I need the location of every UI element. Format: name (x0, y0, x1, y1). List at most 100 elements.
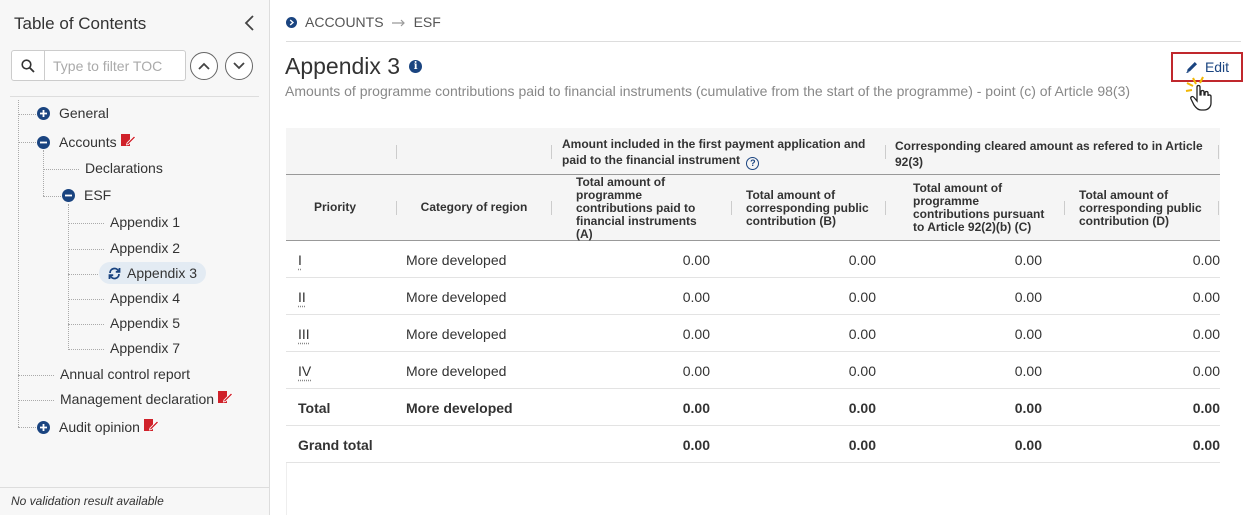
page-subtitle: Amounts of programme contributions paid … (285, 83, 1131, 99)
toc-item-label: ESF (84, 187, 112, 203)
amount-d-cell: 0.00 (1192, 437, 1220, 453)
toc-item-declarations[interactable]: Declarations (85, 160, 163, 176)
table-edge (286, 463, 287, 515)
toc-item-audit-opinion[interactable]: Audit opinion (37, 418, 160, 436)
divider (10, 96, 259, 97)
toc-item-appendix-4[interactable]: Appendix 4 (110, 290, 180, 306)
chevron-down-icon (233, 62, 245, 70)
validation-status: No validation result available (0, 487, 270, 514)
priority-link[interactable]: IV (298, 363, 312, 379)
toc-item-label: Appendix 3 (127, 265, 198, 281)
help-icon[interactable]: ? (746, 156, 760, 170)
amount-a-cell: 0.00 (682, 437, 710, 453)
toc-item-annual-control-report[interactable]: Annual control report (60, 366, 190, 382)
plus-icon[interactable] (37, 106, 50, 120)
amount-c-cell: 0.00 (1014, 252, 1042, 268)
toc-item-label: Appendix 4 (110, 290, 181, 306)
amount-b-cell: 0.00 (848, 326, 876, 342)
amount-c-cell: 0.00 (1014, 289, 1042, 305)
sync-icon (108, 267, 121, 280)
toc-filter-input[interactable] (45, 51, 185, 80)
toc-item-appendix-2[interactable]: Appendix 2 (110, 240, 180, 256)
plus-icon[interactable] (37, 420, 50, 434)
toc-item-appendix-7[interactable]: Appendix 7 (110, 340, 180, 356)
category-cell: More developed (406, 363, 507, 379)
amount-c-cell: 0.00 (1014, 437, 1042, 453)
amount-a-cell: 0.00 (682, 326, 710, 342)
page-title: Appendix 3 i (285, 53, 423, 80)
amount-d-cell: 0.00 (1192, 400, 1220, 416)
toc-item-appendix-1[interactable]: Appendix 1 (110, 214, 180, 230)
toc-item-esf[interactable]: ESF (62, 187, 111, 203)
info-icon[interactable]: i (409, 60, 423, 73)
toc-item-label: Management declaration (60, 391, 215, 407)
toc-item-appendix-3[interactable]: Appendix 3 (99, 262, 207, 284)
col-header-c: Total amount of programme contributions … (913, 181, 1045, 234)
col-header-a: Total amount of programme contributions … (576, 175, 697, 241)
edit-button-label: Edit (1204, 59, 1230, 75)
toc-item-label: Accounts (59, 134, 117, 150)
amount-c-cell: 0.00 (1014, 363, 1042, 379)
toc-item-label: General (59, 105, 109, 121)
amount-d-cell: 0.00 (1192, 363, 1220, 379)
col-header-d: Total amount of corresponding public con… (1079, 188, 1202, 228)
table-row-total: Total More developed 0.00 0.00 0.00 0.00 (286, 389, 1220, 426)
table-row: IV More developed 0.00 0.00 0.00 0.00 (286, 352, 1220, 389)
toc-item-label: Annual control report (60, 366, 190, 382)
table-row: III More developed 0.00 0.00 0.00 0.00 (286, 315, 1220, 352)
amount-a-cell: 0.00 (682, 252, 710, 268)
collapse-sidebar-button[interactable] (240, 12, 260, 34)
breadcrumb-item-accounts[interactable]: ACCOUNTS (305, 14, 384, 30)
category-cell: More developed (406, 326, 507, 342)
minus-icon[interactable] (62, 188, 75, 202)
expand-down-button[interactable] (225, 52, 253, 80)
amount-b-cell: 0.00 (848, 289, 876, 305)
col-header-b: Total amount of corresponding public con… (746, 188, 869, 228)
priority-cell: Grand total (298, 437, 373, 453)
chevron-up-icon (198, 62, 210, 70)
priority-link[interactable]: II (298, 289, 306, 305)
priority-link[interactable]: III (298, 326, 310, 342)
toc-item-accounts[interactable]: Accounts (37, 133, 136, 151)
page-title-text: Appendix 3 (285, 53, 401, 79)
toc-item-management-declaration[interactable]: Management declaration (60, 390, 234, 408)
column-header-row: Priority Category of region Total amount… (286, 175, 1220, 241)
category-cell: More developed (406, 252, 507, 268)
table-row: I More developed 0.00 0.00 0.00 0.00 (286, 241, 1220, 278)
search-icon (12, 51, 45, 80)
breadcrumb-item-esf: ESF (413, 14, 441, 30)
amount-a-cell: 0.00 (682, 363, 710, 379)
edit-signature-icon (217, 390, 234, 408)
toc-item-label: Appendix 2 (110, 240, 181, 256)
table-row: II More developed 0.00 0.00 0.00 0.00 (286, 278, 1220, 315)
toc-title: Table of Contents (14, 14, 147, 33)
edit-button[interactable]: Edit (1171, 52, 1243, 82)
amount-c-cell: 0.00 (1014, 400, 1042, 416)
amount-c-cell: 0.00 (1014, 326, 1042, 342)
amount-b-cell: 0.00 (848, 437, 876, 453)
toc-item-label: Audit opinion (59, 419, 140, 435)
toc-sidebar: Table of Contents General (0, 0, 270, 515)
edit-signature-icon (143, 418, 160, 436)
amount-d-cell: 0.00 (1192, 252, 1220, 268)
amount-b-cell: 0.00 (848, 400, 876, 416)
toc-item-general[interactable]: General (37, 105, 109, 121)
chevron-right-circle-icon (286, 16, 297, 28)
toc-item-label: Appendix 1 (110, 214, 181, 230)
minus-icon[interactable] (37, 135, 50, 149)
priority-link[interactable]: I (298, 252, 302, 268)
priority-cell: Total (298, 400, 331, 416)
amount-b-cell: 0.00 (848, 363, 876, 379)
amount-a-cell: 0.00 (682, 289, 710, 305)
col-header-category: Category of region (420, 200, 528, 214)
chevron-left-icon (244, 15, 254, 31)
category-cell: More developed (406, 400, 513, 416)
toc-item-label: Declarations (85, 160, 163, 176)
expand-up-button[interactable] (190, 52, 218, 80)
divider (286, 41, 1241, 42)
hand-cursor-icon (1184, 74, 1218, 117)
toc-item-appendix-5[interactable]: Appendix 5 (110, 315, 180, 331)
toc-tree: General Accounts Declarations ESF Append… (0, 100, 270, 470)
amount-d-cell: 0.00 (1192, 326, 1220, 342)
amount-d-cell: 0.00 (1192, 289, 1220, 305)
